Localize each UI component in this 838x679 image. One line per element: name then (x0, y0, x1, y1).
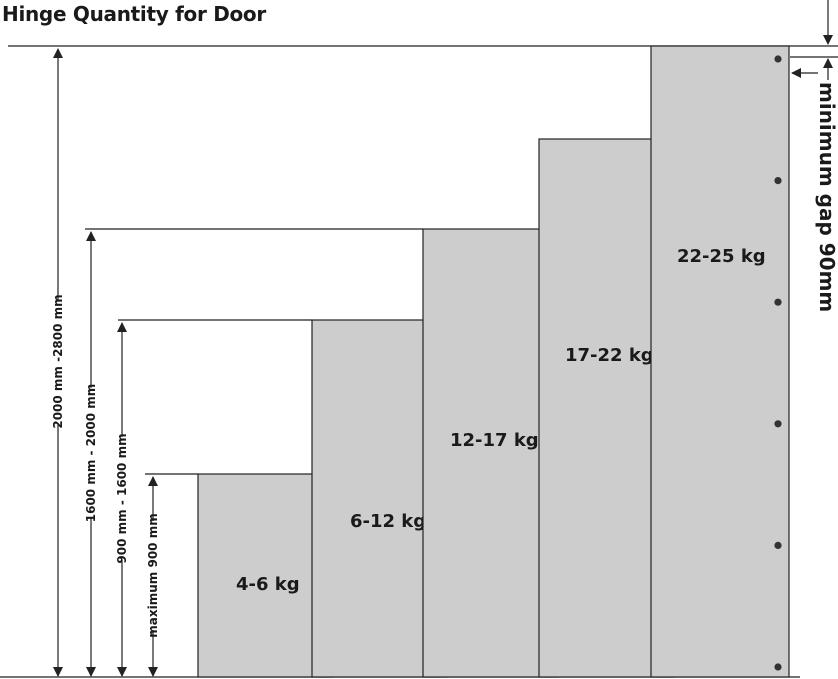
dimension-label-gap (145, 521, 161, 630)
door-rect (422, 228, 559, 678)
door-panel: 22-25 kg (650, 45, 790, 678)
height-range-label: 2000 mm -2800 mm (51, 294, 65, 428)
hinge-dot (774, 55, 782, 63)
height-dimension: maximum 900 mm (145, 476, 161, 677)
minimum-gap-annotation: minimum gap 90mm (790, 0, 838, 312)
hinge-dot (774, 541, 782, 550)
height-dimension: 1600 mm - 2000 mm (83, 231, 99, 677)
diagram-title: Hinge Quantity for Door (2, 2, 266, 26)
hinge-dot (774, 298, 782, 306)
doors-layer: 4-6 kg 6-12 kg 12-17 kg 17-22 kg 22-25 kg (197, 45, 790, 678)
weight-label: 12-17 kg (450, 430, 539, 451)
height-dimensions: maximum 900 mm 900 mm - 1600 mm 1600 mm - … (50, 48, 423, 677)
door-panel: 12-17 kg (422, 228, 559, 678)
door-rect (650, 45, 790, 678)
height-range-label: 1600 mm - 2000 mm (84, 384, 98, 523)
door-rect (197, 473, 334, 678)
dimension-label-gap (50, 299, 66, 424)
weight-label: 4-6 kg (236, 574, 300, 595)
dimension-label-gap (83, 387, 99, 519)
height-dimension: 900 mm - 1600 mm (114, 322, 130, 677)
height-range-label: maximum 900 mm (146, 513, 160, 637)
minimum-gap-label: minimum gap 90mm (815, 82, 838, 312)
dimension-label-gap (114, 436, 130, 561)
hinge-dot (774, 663, 782, 671)
door-panel: 4-6 kg (197, 473, 334, 678)
height-dimension: 2000 mm -2800 mm (50, 48, 66, 677)
weight-label: 6-12 kg (350, 511, 426, 532)
weight-label: 17-22 kg (565, 345, 654, 366)
hinge-dot (774, 420, 782, 428)
weight-label: 22-25 kg (677, 246, 766, 267)
height-range-label: 900 mm - 1600 mm (115, 433, 129, 563)
hinge-dot (774, 177, 782, 185)
